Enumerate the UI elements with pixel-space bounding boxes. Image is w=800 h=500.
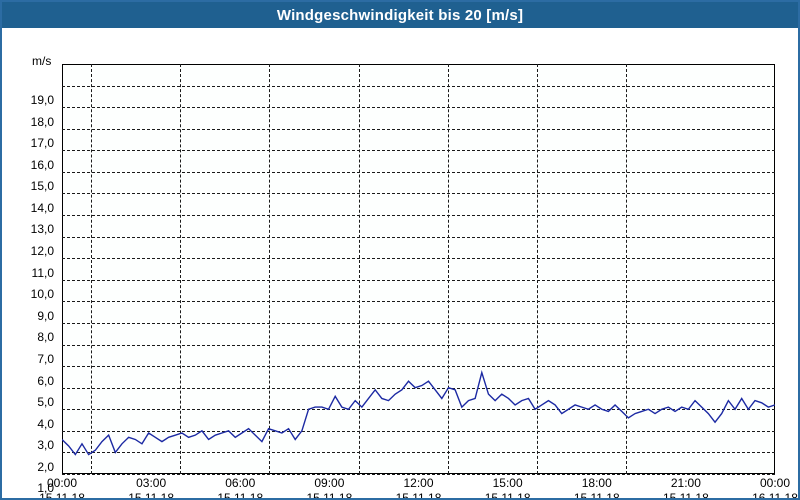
y-axis-tick-label: 11,0: [32, 266, 54, 280]
x-axis-labels: 00:00 15.11.18 03:00 15.11.18 06:00 15.11.18 0…: [62, 476, 775, 500]
y-axis-tick-label: 16,0: [31, 158, 54, 172]
chart-area: m/s 19,0 18,0 17,0 16,0 15,0 14,0 13,0 12,0 11,0…: [2, 28, 800, 500]
y-axis: 19,0 18,0 17,0 16,0 15,0 14,0 13,0 12,0 11,0 10,0…: [2, 64, 60, 474]
horizontal-gridline: [62, 474, 775, 475]
y-axis-tick-label: 7,0: [37, 352, 54, 366]
x-axis-tick-label: 03:00 15.11.18: [128, 476, 174, 500]
x-axis-tick-label: 09:00 15.11.18: [306, 476, 352, 500]
y-axis-tick-label: 5,0: [37, 395, 54, 409]
chart-window: Windgeschwindigkeit bis 20 [m/s] m/s 19,…: [0, 0, 800, 500]
y-axis-tick-label: 18,0: [31, 115, 54, 129]
y-axis-tick-label: 10,0: [31, 287, 54, 301]
x-axis-tick-label: 06:00 15.11.18: [217, 476, 263, 500]
x-axis-tick-label: 00:00 15.11.18: [39, 476, 85, 500]
y-axis-tick-label: 2,0: [37, 460, 54, 474]
y-axis-tick-label: 4,0: [37, 417, 54, 431]
y-axis-tick-label: 8,0: [37, 330, 54, 344]
y-axis-tick-label: 15,0: [31, 179, 54, 193]
y-axis-tick-label: 13,0: [31, 222, 54, 236]
x-axis-tick-label: 00:00 16.11.18: [752, 476, 798, 500]
y-axis-tick-label: 12,0: [31, 244, 54, 258]
chart-title-bar: Windgeschwindigkeit bis 20 [m/s]: [2, 2, 798, 28]
x-axis-tick-label: 18:00 15.11.18: [574, 476, 620, 500]
y-axis-tick-label: 14,0: [31, 201, 54, 215]
x-axis-tick-label: 12:00 15.11.18: [396, 476, 442, 500]
y-axis-tick-label: 6,0: [37, 374, 54, 388]
y-axis-tick-label: 17,0: [31, 136, 54, 150]
x-axis-tick-label: 21:00 15.11.18: [663, 476, 709, 500]
x-axis-tick-label: 15:00 15.11.18: [485, 476, 531, 500]
y-axis-tick-label: 19,0: [31, 93, 54, 107]
wind-speed-line: [62, 64, 775, 474]
chart-title: Windgeschwindigkeit bis 20 [m/s]: [277, 7, 523, 24]
y-axis-tick-label: 3,0: [37, 438, 54, 452]
y-axis-tick-label: 9,0: [37, 309, 54, 323]
